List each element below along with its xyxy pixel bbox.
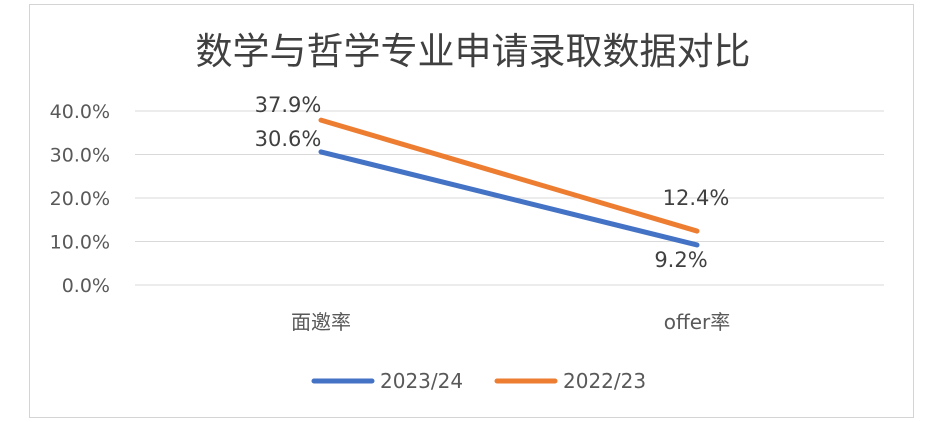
x-axis-category-labels: 面邀率 offer率: [291, 310, 730, 334]
y-tick-label: 30.0%: [50, 145, 110, 167]
y-tick-label: 0.0%: [62, 275, 110, 297]
legend-label: 2023/24: [380, 369, 463, 393]
data-label: 37.9%: [255, 93, 322, 117]
x-category-label: offer率: [664, 310, 731, 334]
data-label: 30.6%: [255, 127, 322, 151]
legend-label: 2022/23: [563, 369, 646, 393]
y-axis-tick-labels: 40.0% 30.0% 20.0% 10.0% 0.0%: [50, 101, 110, 297]
legend: 2023/24 2022/23: [311, 369, 646, 393]
y-tick-label: 40.0%: [50, 101, 110, 123]
chart-title: 数学与哲学专业申请录取数据对比: [196, 30, 751, 73]
series-line-2023-24: [318, 149, 700, 248]
y-tick-label: 20.0%: [50, 188, 110, 210]
chart-frame: [29, 4, 914, 418]
data-labels: 30.6% 9.2% 37.9% 12.4%: [255, 93, 730, 272]
series-line-2022-23: [318, 117, 700, 234]
y-tick-label: 10.0%: [50, 232, 110, 254]
data-label: 9.2%: [654, 248, 707, 272]
data-label: 12.4%: [663, 186, 730, 210]
x-category-label: 面邀率: [291, 310, 351, 334]
series-lines: [318, 117, 700, 248]
gridlines: [135, 110, 884, 286]
